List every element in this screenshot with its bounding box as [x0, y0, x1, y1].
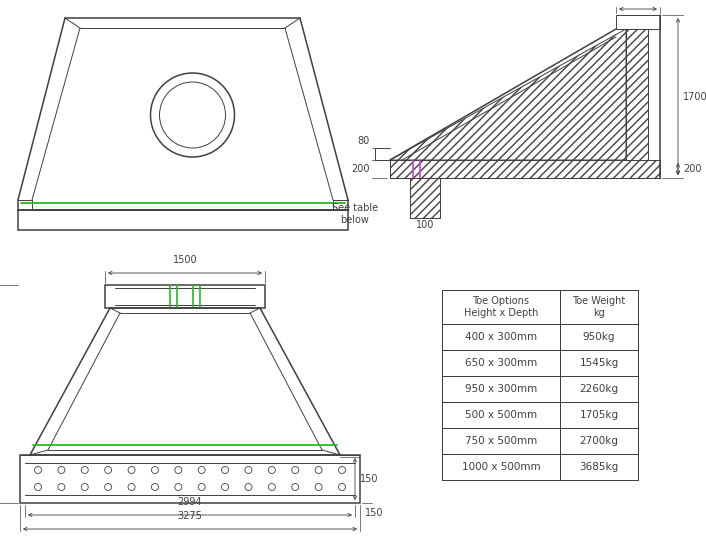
- Bar: [442, 454, 560, 480]
- Bar: [442, 350, 560, 376]
- Text: 1700: 1700: [683, 91, 706, 102]
- Bar: [442, 290, 560, 324]
- Text: 200: 200: [352, 164, 370, 174]
- Bar: [20, 455, 360, 503]
- Bar: [442, 402, 560, 428]
- Bar: [626, 168, 648, 174]
- Text: 150: 150: [360, 474, 378, 484]
- Bar: [560, 454, 638, 480]
- Bar: [442, 428, 560, 454]
- Text: 3685kg: 3685kg: [580, 462, 618, 472]
- Text: 3275: 3275: [178, 511, 203, 521]
- Bar: [18, 210, 348, 230]
- Text: 150: 150: [365, 508, 383, 518]
- Bar: [626, 160, 660, 174]
- Text: 2700kg: 2700kg: [580, 436, 618, 446]
- Text: Toe Weight
kg: Toe Weight kg: [573, 296, 626, 318]
- Bar: [105, 285, 265, 308]
- Text: 2260kg: 2260kg: [580, 384, 618, 394]
- Bar: [410, 178, 440, 218]
- Bar: [616, 15, 660, 29]
- Bar: [560, 290, 638, 324]
- Text: 650 x 300mm: 650 x 300mm: [465, 358, 537, 368]
- Text: 950 x 300mm: 950 x 300mm: [465, 384, 537, 394]
- Bar: [560, 350, 638, 376]
- Bar: [560, 428, 638, 454]
- Bar: [560, 402, 638, 428]
- Bar: [442, 376, 560, 402]
- Text: 200: 200: [629, 0, 647, 1]
- Text: 1705kg: 1705kg: [580, 410, 618, 420]
- Bar: [390, 160, 660, 178]
- Text: 500 x 500mm: 500 x 500mm: [465, 410, 537, 420]
- Bar: [442, 324, 560, 350]
- Text: 1000 x 500mm: 1000 x 500mm: [462, 462, 540, 472]
- Text: 950kg: 950kg: [582, 332, 615, 342]
- Polygon shape: [390, 29, 626, 160]
- Bar: [560, 324, 638, 350]
- Text: See table
below: See table below: [332, 203, 378, 224]
- Text: 100: 100: [416, 220, 434, 230]
- Bar: [442, 290, 638, 480]
- Text: 750 x 500mm: 750 x 500mm: [465, 436, 537, 446]
- Text: 1500: 1500: [173, 255, 197, 265]
- Text: 400 x 300mm: 400 x 300mm: [465, 332, 537, 342]
- Text: 1545kg: 1545kg: [580, 358, 618, 368]
- Text: 2994: 2994: [178, 497, 203, 507]
- Text: 200: 200: [683, 164, 702, 174]
- Text: Toe Options
Height x Depth: Toe Options Height x Depth: [464, 296, 538, 318]
- Bar: [626, 29, 648, 168]
- Bar: [560, 376, 638, 402]
- Text: 80: 80: [358, 136, 370, 146]
